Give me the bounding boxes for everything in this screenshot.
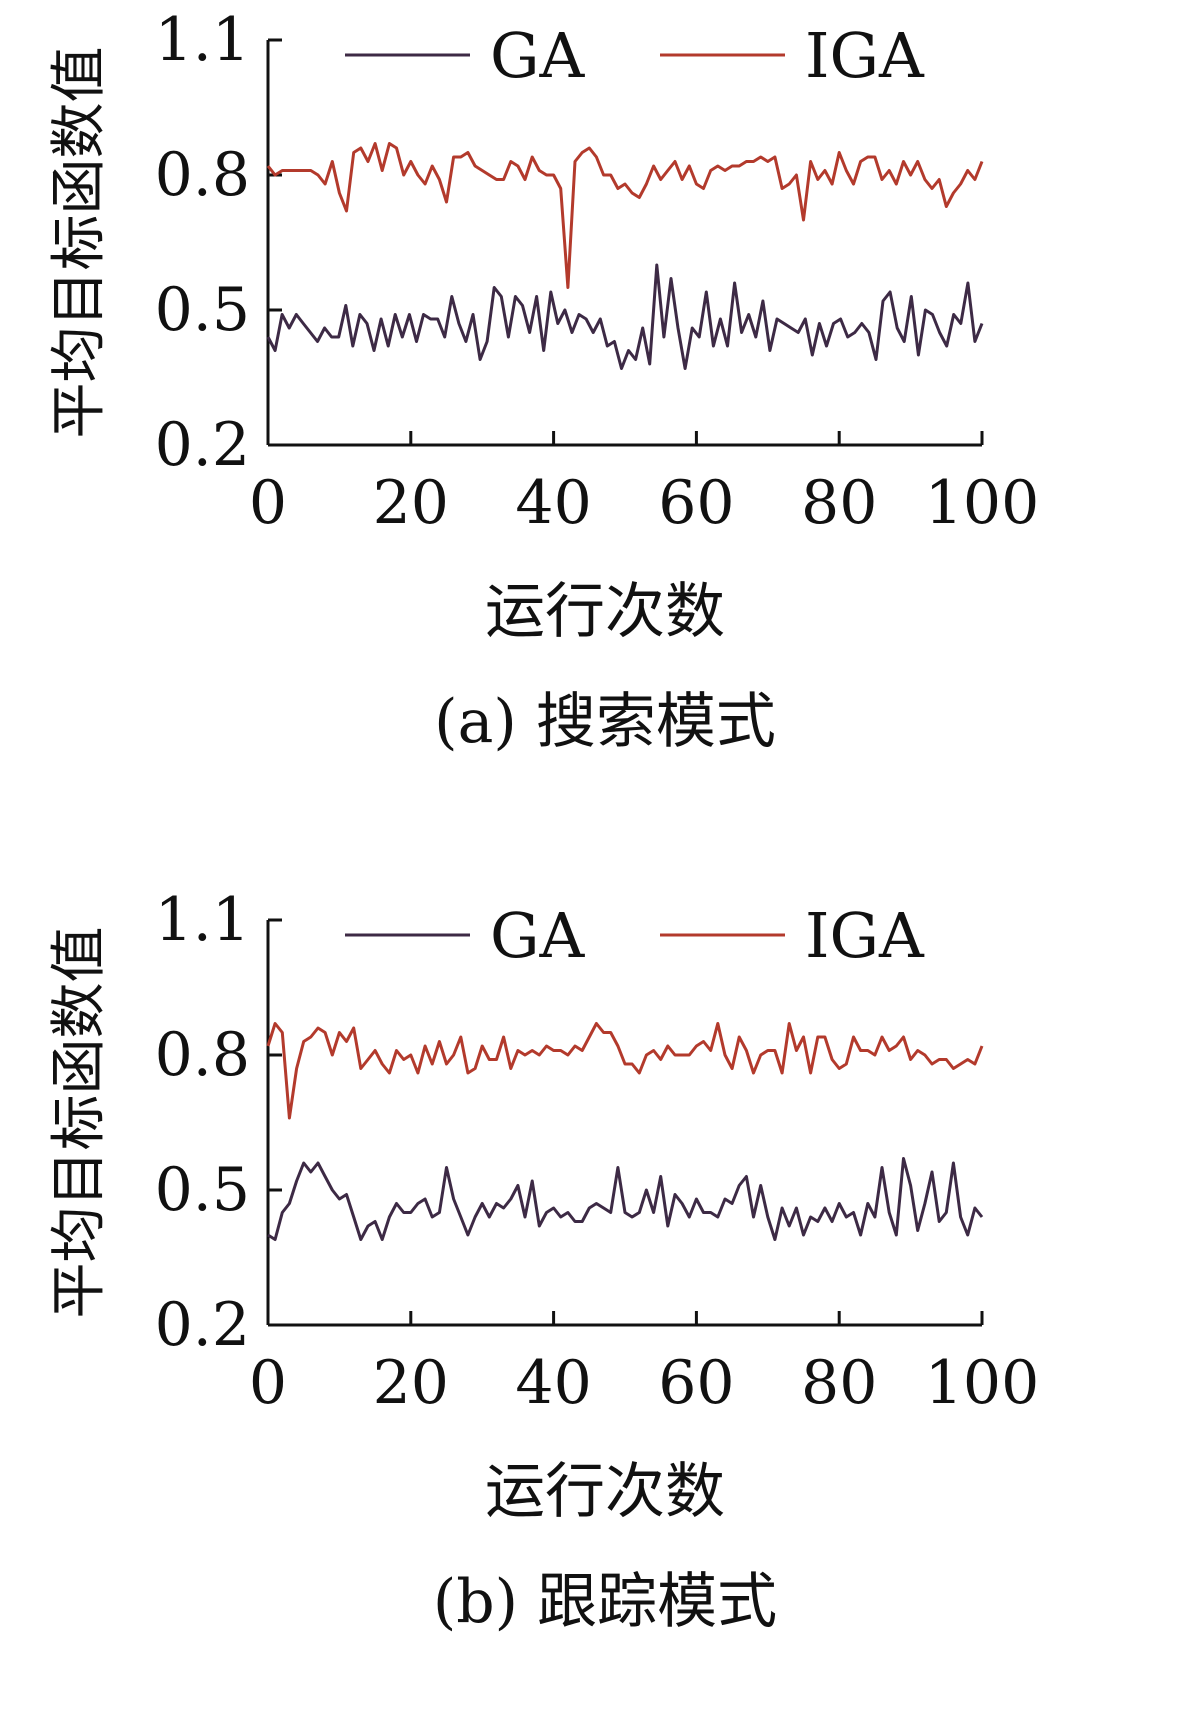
x-tick-label: 0 [249, 468, 287, 538]
line-chart-a: 0.2 0.5 0.8 1.1 0 20 40 60 80 100 GA IGA 平均目标函数值运行次数… [47, 5, 1039, 757]
x-tick-label: 80 [801, 468, 877, 538]
chart-caption: (a) 搜索模式 [434, 687, 776, 757]
series-line-ga [266, 263, 984, 370]
y-tick-label: 0.2 [155, 410, 250, 480]
y-tick-label: 0.5 [155, 275, 250, 345]
x-axis-title: 运行次数 [485, 577, 725, 647]
legend-label-iga: IGA [805, 19, 925, 92]
series-line-ga [267, 1157, 984, 1241]
x-tick-label: 20 [373, 468, 449, 538]
x-tick-label: 40 [515, 468, 591, 538]
x-tick-label: 100 [925, 1348, 1040, 1418]
x-tick-label: 40 [515, 1348, 591, 1418]
x-tick-label: 60 [658, 1348, 734, 1418]
x-tick-label: 100 [925, 468, 1040, 538]
x-tick-label: 60 [658, 468, 734, 538]
chart-panel-a: 0.2 0.5 0.8 1.1 0 20 40 60 80 100 GA IGA 平均目标函数值运行次数… [0, 0, 1181, 860]
chart-caption: (b) 跟踪模式 [433, 1567, 777, 1637]
series-line-iga [266, 1022, 984, 1120]
y-axis-title: 平均目标函数值 [47, 47, 112, 439]
y-tick-label: 0.2 [155, 1290, 250, 1360]
plot-area: 0.2 0.5 0.8 1.1 0 20 40 60 80 100 GA IGA 平均目标函数值运行次数… [47, 885, 1039, 1637]
y-tick-label: 0.8 [155, 140, 250, 210]
y-tick-label: 1.1 [155, 5, 250, 75]
legend-label-ga: GA [490, 899, 586, 972]
plot-area: 0.2 0.5 0.8 1.1 0 20 40 60 80 100 GA IGA 平均目标函数值运行次数… [47, 5, 1039, 757]
y-tick-label: 0.5 [155, 1155, 250, 1225]
x-tick-label: 20 [373, 1348, 449, 1418]
chart-panel-b: 0.2 0.5 0.8 1.1 0 20 40 60 80 100 GA IGA 平均目标函数值运行次数… [0, 880, 1181, 1722]
y-tick-label: 1.1 [155, 885, 250, 955]
legend-label-iga: IGA [805, 899, 925, 972]
x-axis-title: 运行次数 [485, 1457, 725, 1527]
line-chart-b: 0.2 0.5 0.8 1.1 0 20 40 60 80 100 GA IGA 平均目标函数值运行次数… [47, 885, 1039, 1637]
series-line-iga [266, 142, 984, 289]
x-tick-label: 0 [249, 1348, 287, 1418]
y-tick-label: 0.8 [155, 1020, 250, 1090]
y-axis-title: 平均目标函数值 [47, 927, 112, 1319]
x-tick-label: 80 [801, 1348, 877, 1418]
legend-label-ga: GA [490, 19, 586, 92]
